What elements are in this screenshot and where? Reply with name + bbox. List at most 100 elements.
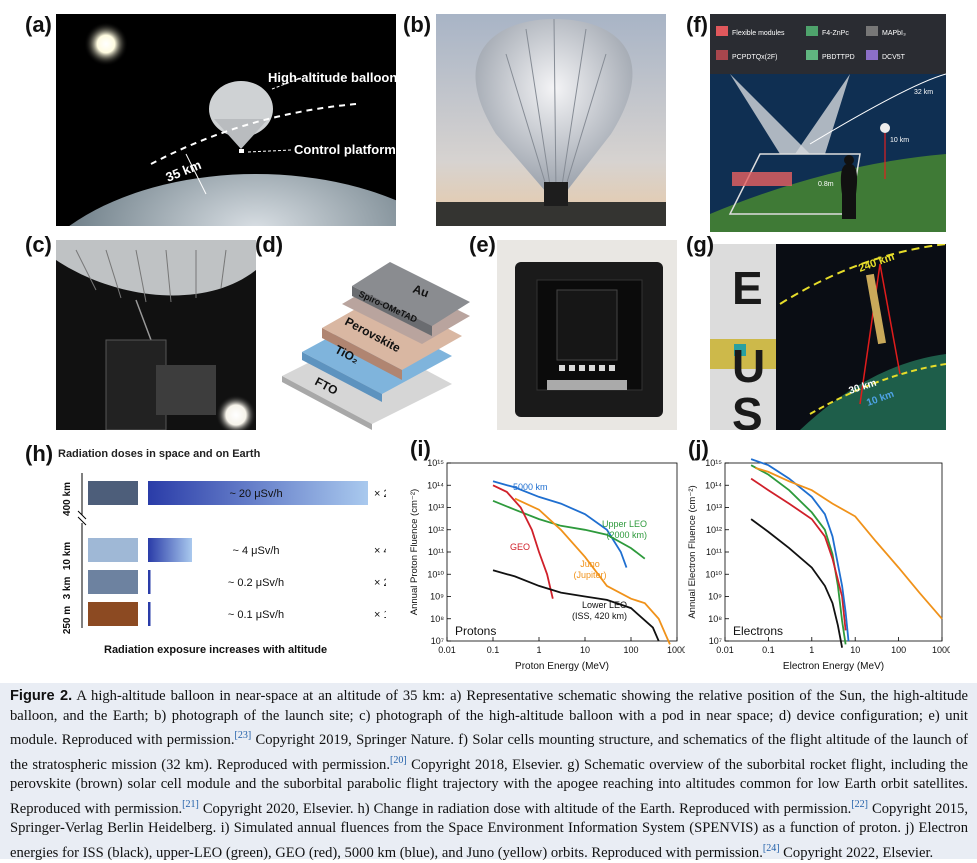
x-tick-label: 0.01 [716,645,734,655]
h-altitude-label: 400 km [62,482,73,516]
h-thumbnail [88,481,138,505]
h-thumbnail [88,570,138,594]
h-thumbnail [88,602,138,626]
y-tick-label: 10¹⁵ [427,458,444,468]
h-dose-value: ~ 4 μSv/h [232,545,279,557]
h-dose-bar [148,602,151,626]
svg-text:E: E [732,262,763,314]
svg-text:Au: Au [411,282,431,301]
series-label: (ISS, 420 km) [572,611,627,621]
chart-annotation: Protons [455,624,496,638]
y-axis-label: Annual Electron Fluence (cm⁻²) [687,485,698,618]
h-footer: Radiation exposure increases with altitu… [104,644,327,656]
y-tick-label: 10⁸ [430,614,444,624]
y-tick-label: 10¹¹ [428,547,444,557]
sun-shape [84,22,128,66]
h-altitude-label: 250 m [62,606,73,634]
series-line [750,477,847,631]
y-tick-label: 10¹⁴ [705,480,722,490]
h-dose-value: ~ 20 μSv/h [229,488,282,500]
ref-link[interactable]: [22] [851,798,868,810]
caption-figure-number: Figure 2. [10,688,73,704]
series-line [750,464,847,645]
x-tick-label: 0.01 [438,645,456,655]
h-dose-bar [148,538,192,562]
series-line [750,458,850,642]
x-tick-label: 1000 [932,645,950,655]
x-tick-label: 1000 [667,645,685,655]
series-line [755,467,943,620]
svg-text:PCPDTQx(2F): PCPDTQx(2F) [732,54,778,61]
h-altitude-label: 3 km [62,576,73,599]
panel-f-image: Flexible modules F4-ZnPc MAPbI₃ PCPDTQx(… [710,14,946,232]
svg-text:Flexible modules: Flexible modules [732,30,785,37]
y-tick-label: 10⁹ [430,592,444,602]
panel-g-image: E U S 240 km 30 km 10 km [710,244,946,430]
y-tick-label: 10¹³ [428,503,444,513]
chart-j: 0.01 0.1 1 10 100 1000 10⁷ 10⁸ 10⁹ 10¹⁰ 10¹¹ 10¹² 10… [685,455,950,675]
y-tick-label: 10⁹ [708,592,722,602]
caption-background [0,683,977,859]
series-line [492,569,660,642]
x-tick-label: 100 [891,645,906,655]
y-tick-label: 10¹² [428,525,444,535]
y-axis-label: Annual Proton Fluence (cm⁻²) [409,489,420,615]
ref-link[interactable]: [21] [182,798,199,810]
series-line [492,480,628,568]
series-label: 5000 km [513,482,548,492]
x-axis-label: Electron Energy (MeV) [783,661,884,672]
svg-text:10 km: 10 km [890,137,909,144]
svg-text:240 km: 240 km [857,251,896,275]
chart-i: 0.01 0.1 1 10 100 1000 10⁷ 10⁸ 10⁹ 10¹⁰ 10¹¹ 10¹² 10… [405,455,685,675]
panel-b-image [436,14,666,226]
h-dose-bar [148,570,151,594]
svg-text:S: S [732,388,763,430]
x-tick-label: 0.1 [762,645,775,655]
series-label: (Jupiter) [573,570,606,580]
f-legend: Flexible modules F4-ZnPc MAPbI₃ PCPDTQx(… [716,26,906,61]
h-dose-value: ~ 0.1 μSv/h [228,609,284,621]
svg-text:DCV5T: DCV5T [882,54,906,61]
panel-h-label: (h) [25,441,54,466]
chart-annotation: Electrons [733,624,783,638]
ref-link[interactable]: [20] [390,754,407,766]
plot-frame [724,462,943,642]
balloon-label: High-altitude balloon [268,70,396,85]
svg-text:U: U [732,340,765,392]
x-tick-label: 1 [809,645,814,655]
series-line [514,497,671,645]
panel-i-label: (i) [410,436,431,461]
h-factor: × 2 [374,577,386,589]
x-axis-label: Proton Energy (MeV) [515,661,609,672]
ref-link[interactable]: [23] [234,730,252,742]
svg-text:32 km: 32 km [914,89,933,96]
panel-a-label: (a) [25,12,52,37]
figure-caption: Figure 2. A high-altitude balloon in nea… [10,688,968,861]
panel-g-label: (g) [686,232,715,257]
earth-shape [69,174,396,226]
y-tick-label: 10¹⁰ [427,569,444,579]
panel-h-chart: Radiation doses in space and on Earth 40… [56,443,386,658]
svg-text:MAPbI₃: MAPbI₃ [882,30,906,37]
y-tick-label: 10¹⁴ [427,480,444,490]
y-tick-label: 10¹⁰ [705,569,722,579]
y-tick-label: 10¹⁵ [705,458,722,468]
y-tick-label: 10¹¹ [706,547,722,557]
h-title: Radiation doses in space and on Earth [58,448,261,460]
series-label: Lower LEO [582,600,627,610]
panel-j-label: (j) [688,436,709,461]
h-thumbnail [88,538,138,562]
y-tick-label: 10⁷ [709,636,722,646]
series-label: Upper LEO [602,519,647,529]
y-tick-label: 10⁸ [708,614,722,624]
panel-c-image [56,240,256,430]
x-tick-label: 1 [536,645,541,655]
ref-link[interactable]: [24] [762,842,780,854]
x-tick-label: 100 [623,645,638,655]
svg-text:F4-ZnPc: F4-ZnPc [822,30,849,37]
series-label: GEO [510,542,530,552]
series-label: (2000 km) [606,530,647,540]
y-tick-label: 10¹² [706,525,722,535]
panel-e-image [497,240,677,430]
h-altitude-label: 10 km [62,542,73,570]
